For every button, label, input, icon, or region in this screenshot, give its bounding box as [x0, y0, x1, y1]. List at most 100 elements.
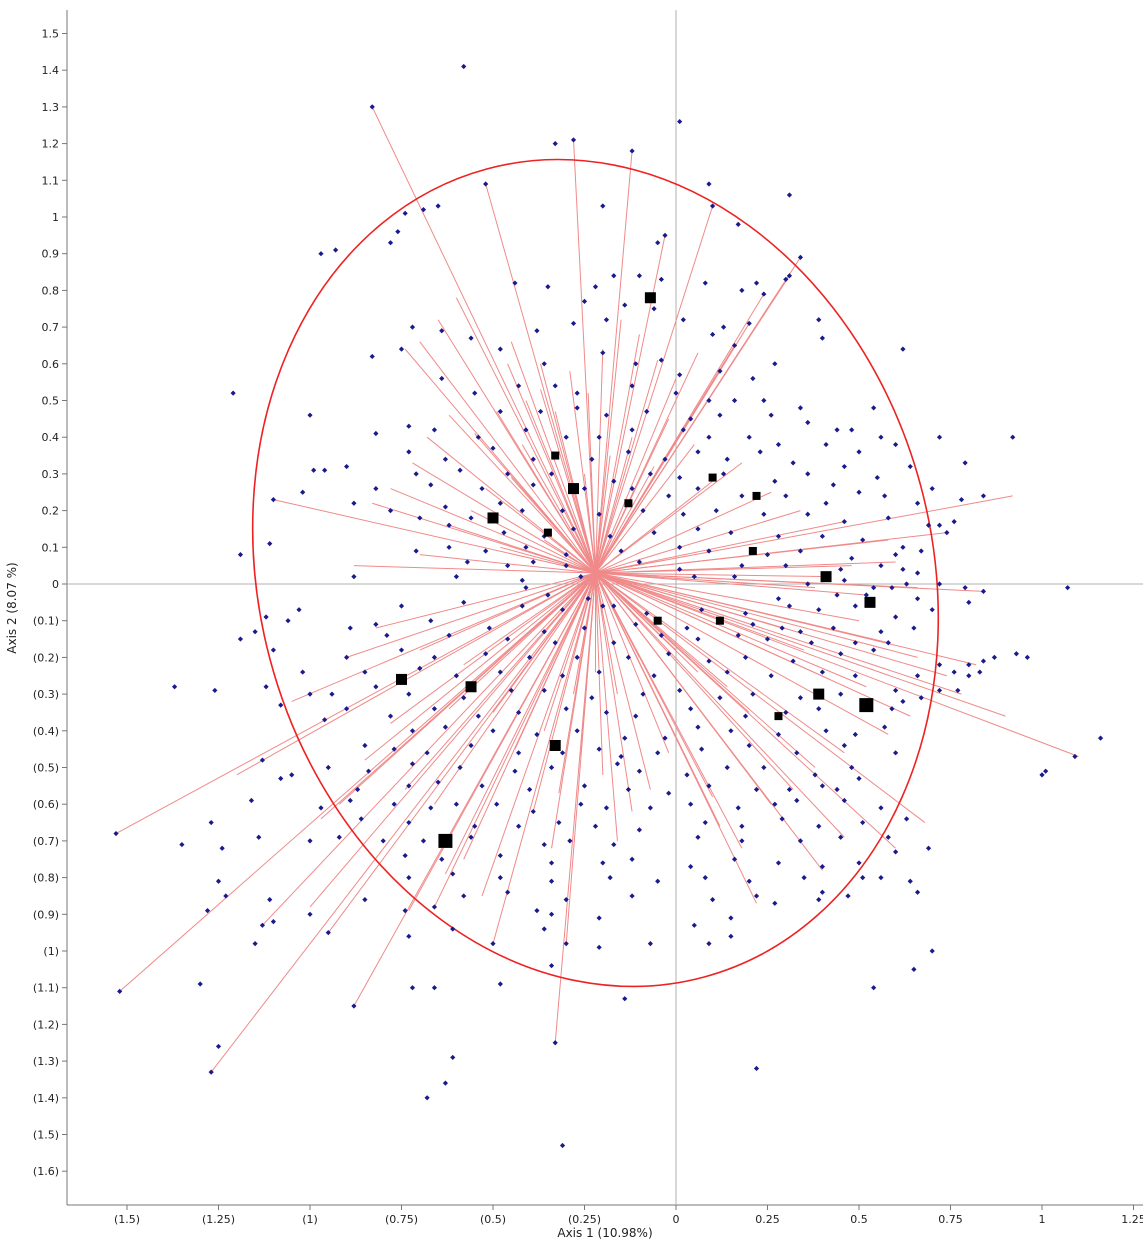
data-point [548, 878, 555, 884]
data-point [494, 801, 500, 807]
data-point [351, 574, 357, 580]
data-point [351, 500, 357, 506]
data-point [468, 742, 474, 749]
spoke-line [364, 572, 596, 761]
data-point [223, 893, 229, 899]
data-point [457, 764, 463, 771]
data-point [259, 757, 266, 763]
spoke-line [404, 348, 596, 574]
data-point [574, 390, 580, 396]
y-tick-label: 0.5 [42, 395, 60, 408]
data-point [497, 408, 503, 415]
data-point [816, 823, 822, 829]
data-point [753, 786, 760, 793]
x-tick-label: 0.25 [755, 1213, 780, 1226]
data-point [728, 728, 734, 734]
data-point [519, 508, 525, 514]
data-point [622, 302, 628, 308]
spoke-line [434, 572, 596, 805]
data-point [925, 845, 932, 851]
data-point [406, 819, 412, 826]
data-point [731, 342, 738, 349]
data-point [581, 783, 588, 789]
data-point [852, 640, 858, 646]
data-point [1024, 654, 1030, 660]
data-point [446, 632, 452, 638]
data-point [845, 893, 851, 899]
data-point [816, 317, 822, 323]
data-point [640, 691, 646, 697]
data-point [285, 618, 291, 624]
data-point [750, 691, 756, 697]
category-square-marker [624, 499, 633, 508]
data-point [742, 610, 749, 616]
data-point [516, 383, 522, 389]
data-point [307, 412, 313, 418]
data-point [600, 203, 606, 209]
category-square-marker [748, 546, 757, 555]
data-point [856, 860, 862, 866]
data-point [541, 926, 547, 932]
data-point [453, 673, 459, 679]
data-point [786, 192, 793, 198]
data-point [823, 500, 829, 506]
data-point [629, 893, 635, 899]
spoke-line [595, 462, 743, 574]
zero-reference-lines [67, 10, 1143, 1205]
data-point [695, 636, 701, 642]
data-point [347, 625, 353, 631]
data-point [797, 838, 804, 844]
data-point [431, 985, 438, 991]
spoke-line [584, 473, 596, 574]
data-point [655, 878, 661, 884]
data-point [706, 783, 712, 789]
data-point [640, 508, 646, 514]
spoke-line [595, 572, 805, 651]
spoke-line [595, 572, 889, 735]
x-tick-label: (0.25) [568, 1213, 601, 1226]
data-point [695, 449, 701, 455]
data-point [731, 574, 738, 580]
data-point [757, 449, 763, 455]
y-tick-label: 1.3 [42, 101, 60, 114]
category-square-marker [568, 483, 580, 495]
data-point [893, 849, 899, 855]
data-point [830, 482, 836, 488]
data-point [805, 419, 811, 426]
data-point [655, 240, 661, 246]
data-point [852, 603, 858, 609]
data-point [691, 922, 697, 928]
y-axis-label: Axis 2 (8.07 %) [5, 562, 19, 653]
data-point [893, 687, 899, 694]
data-point [578, 574, 584, 580]
data-point [600, 603, 606, 609]
y-tick-label: (0.7) [33, 835, 59, 848]
data-point [720, 324, 727, 330]
data-point [724, 669, 730, 675]
category-square-marker [465, 681, 477, 693]
data-point [710, 897, 716, 903]
data-point [354, 786, 361, 793]
data-point [666, 493, 672, 499]
data-point [636, 273, 642, 279]
data-point [530, 482, 536, 488]
data-point [300, 669, 306, 675]
data-point [442, 504, 449, 510]
data-point [563, 563, 569, 569]
spoke-line [595, 572, 962, 695]
data-point [786, 603, 793, 609]
spoke-line [554, 572, 596, 1043]
data-point [556, 819, 562, 826]
data-point [655, 750, 661, 756]
data-point [409, 324, 416, 330]
spoke-line [532, 572, 596, 812]
data-point [684, 625, 690, 631]
spoke-line [595, 572, 823, 871]
data-point [611, 603, 617, 609]
data-point [636, 559, 642, 565]
spoke-line [485, 488, 596, 574]
data-point [479, 783, 485, 789]
spoke-line [273, 499, 596, 574]
data-point [768, 412, 774, 418]
data-point [768, 673, 774, 679]
